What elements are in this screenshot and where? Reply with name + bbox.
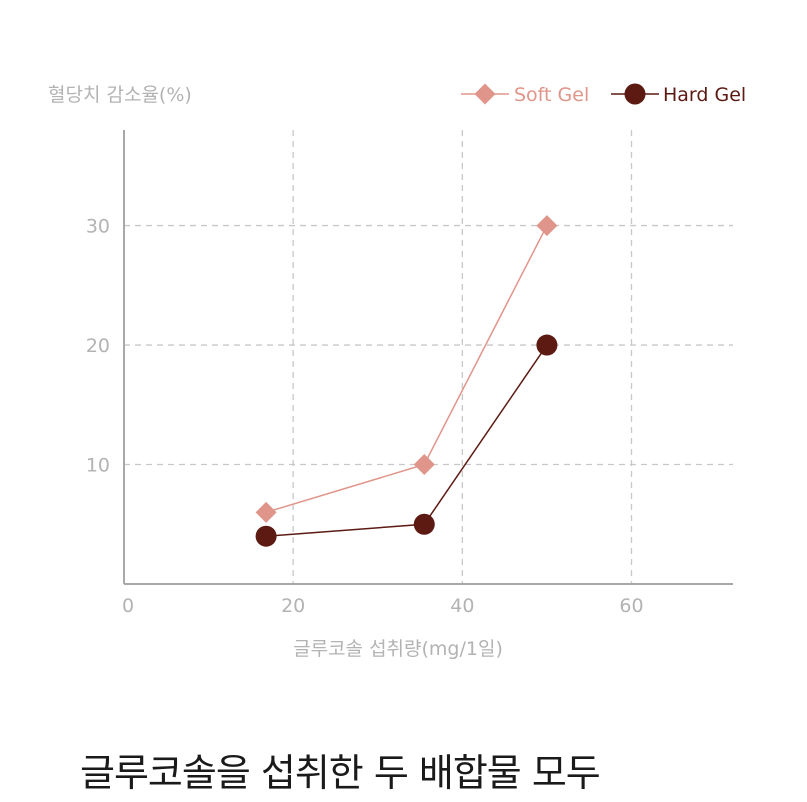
series-soft-gel xyxy=(255,215,558,523)
x-tick-label: 40 xyxy=(450,595,474,617)
legend-item-hard-gel: Hard Gel xyxy=(611,83,746,106)
data-point xyxy=(255,501,277,523)
legend-label: Soft Gel xyxy=(514,84,589,106)
caption-text: 글루코솔을 섭취한 두 배합물 모두 xyxy=(80,751,601,795)
data-point xyxy=(536,215,558,237)
legend: Soft Gel Hard Gel xyxy=(461,83,746,106)
tick-labels: 10 20 30 0 20 40 60 xyxy=(86,216,644,617)
y-tick-label: 20 xyxy=(86,335,110,357)
series-hard-gel xyxy=(255,334,558,547)
legend-marker xyxy=(474,83,496,105)
x-tick-label: 20 xyxy=(281,595,305,617)
data-point xyxy=(413,454,435,476)
series-group xyxy=(255,215,558,547)
series-line xyxy=(265,225,548,514)
y-axis-title: 혈당치 감소율(%) xyxy=(48,84,192,106)
x-tick-label: 60 xyxy=(619,595,643,617)
data-point xyxy=(413,513,435,535)
axes xyxy=(123,130,733,585)
series-line xyxy=(266,344,548,537)
data-point xyxy=(255,525,277,547)
legend-marker xyxy=(624,83,646,105)
legend-item-soft-gel: Soft Gel xyxy=(461,83,589,106)
line-chart: 10 20 30 0 20 40 60 Soft Gel Hard Gel 혈당치 감소율(%… xyxy=(48,83,746,660)
y-tick-label: 30 xyxy=(86,216,110,238)
x-tick-label: 0 xyxy=(122,595,134,617)
data-point xyxy=(536,334,558,356)
grid-lines xyxy=(124,130,733,584)
y-tick-label: 10 xyxy=(86,455,110,477)
x-axis-title: 글루코솔 섭취량(mg/1일) xyxy=(293,638,503,660)
legend-label: Hard Gel xyxy=(663,84,746,106)
